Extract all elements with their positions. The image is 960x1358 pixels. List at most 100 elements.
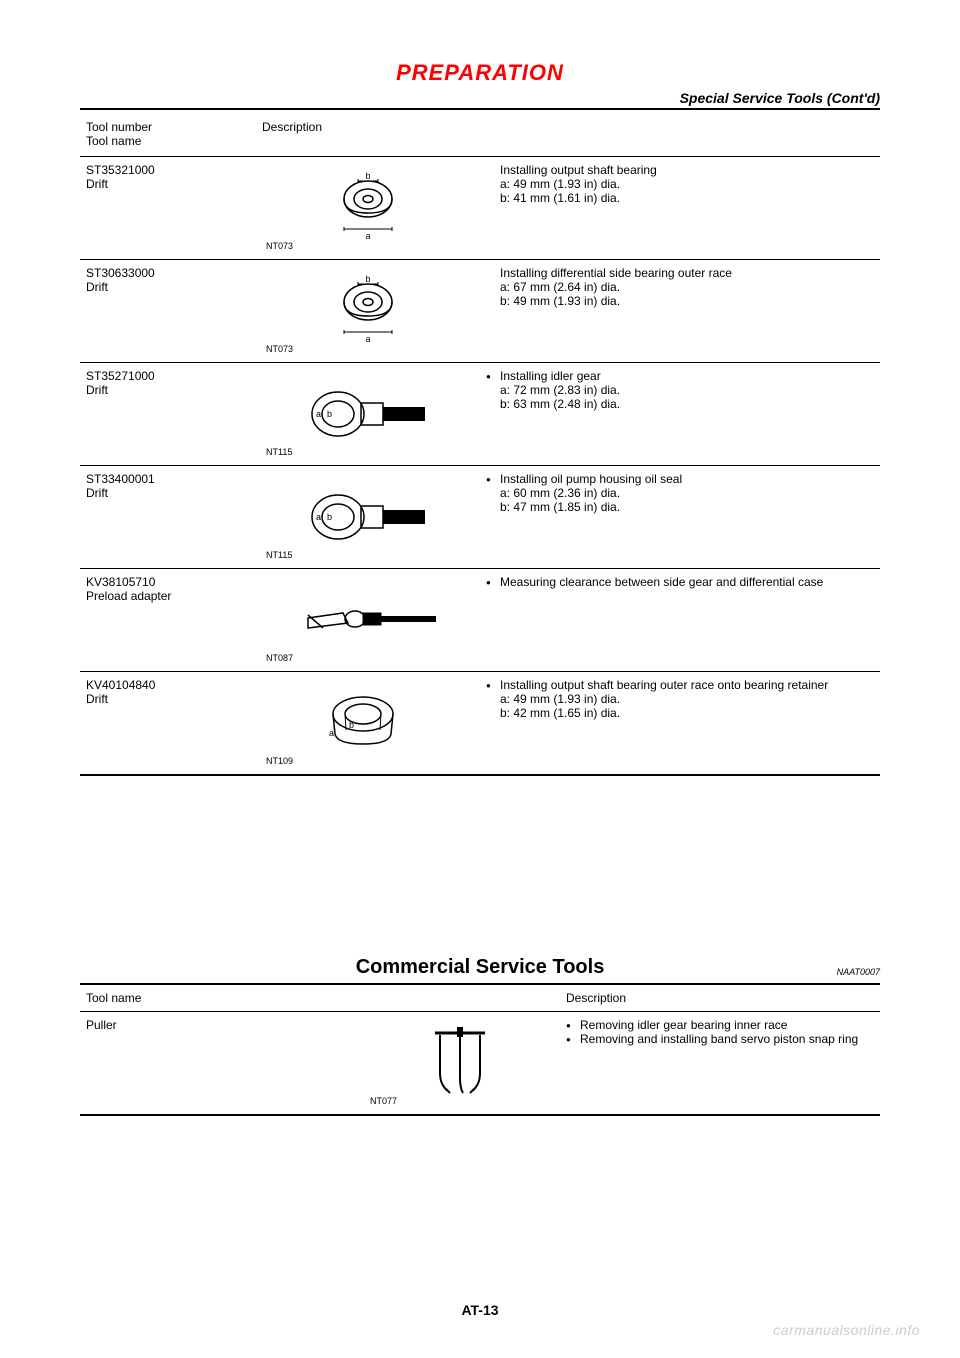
desc-line: a: 60 mm (2.36 in) dia. xyxy=(486,486,874,500)
desc-list: Measuring clearance between side gear an… xyxy=(486,575,874,589)
watermark: carmanualsonline.info xyxy=(773,1322,920,1338)
tool-cell: KV40104840Drift xyxy=(80,672,256,776)
desc-line: b: 63 mm (2.48 in) dia. xyxy=(486,397,874,411)
desc-line: b: 47 mm (1.85 in) dia. xyxy=(486,500,874,514)
tool-desc-cell: Installing oil pump housing oil seala: 6… xyxy=(480,466,880,569)
tool-number: KV40104840 xyxy=(86,678,250,692)
tool-image-cell: b a NT073 xyxy=(256,157,480,260)
tool-cell: ST35321000Drift xyxy=(80,157,256,260)
desc-list: Installing output shaft bearing outer ra… xyxy=(486,678,874,720)
cst-heading: Commercial Service Tools NAAT0007 xyxy=(80,956,880,979)
tool-desc-cell: Installing idler geara: 72 mm (2.83 in) … xyxy=(480,363,880,466)
tool-desc-cell: Measuring clearance between side gear an… xyxy=(480,569,880,672)
tool-name: Drift xyxy=(86,486,250,500)
desc-line: Installing output shaft bearing xyxy=(486,163,874,177)
section-subtitle: Special Service Tools (Cont'd) xyxy=(80,90,880,106)
cst-col-desc: Description xyxy=(560,984,880,1012)
tool-cell: ST35271000Drift xyxy=(80,363,256,466)
image-code: NT073 xyxy=(266,241,293,251)
cst-code: NAAT0007 xyxy=(837,967,880,977)
subtitle-row: Special Service Tools (Cont'd) xyxy=(80,90,880,110)
col-header-tool-l2: Tool name xyxy=(86,134,141,148)
table-row: KV40104840Drift a b NT109 Installing outp… xyxy=(80,672,880,776)
page-number: AT-13 xyxy=(0,1302,960,1318)
desc-line: b: 42 mm (1.65 in) dia. xyxy=(486,706,874,720)
tool-name: Drift xyxy=(86,692,250,706)
svg-text:b: b xyxy=(365,274,370,284)
image-code: NT073 xyxy=(266,344,293,354)
col-header-tool-l1: Tool number xyxy=(86,120,152,134)
svg-text:a: a xyxy=(316,512,321,522)
desc-list: Installing oil pump housing oil seala: 6… xyxy=(486,472,874,514)
tool-name: Drift xyxy=(86,280,250,294)
cst-desc-line: Removing idler gear bearing inner race xyxy=(566,1018,874,1032)
svg-text:a: a xyxy=(365,231,370,241)
svg-text:a: a xyxy=(316,409,321,419)
table-row: ST35271000Drift a b NT115 Installing idle… xyxy=(80,363,880,466)
tool-number: ST35271000 xyxy=(86,369,250,383)
desc-line: a: 72 mm (2.83 in) dia. xyxy=(486,383,874,397)
image-code: NT115 xyxy=(266,550,292,560)
desc-line: Installing output shaft bearing outer ra… xyxy=(486,678,874,692)
cst-desc-list: Removing idler gear bearing inner raceRe… xyxy=(566,1018,874,1046)
desc-line: Installing differential side bearing out… xyxy=(486,266,874,280)
desc-line: Measuring clearance between side gear an… xyxy=(486,575,874,589)
desc-line: a: 49 mm (1.93 in) dia. xyxy=(486,692,874,706)
tool-number: ST30633000 xyxy=(86,266,250,280)
tool-name: Drift xyxy=(86,177,250,191)
tool-image: b a NT073 xyxy=(262,266,474,356)
tool-desc-cell: Installing output shaft bearinga: 49 mm … xyxy=(480,157,880,260)
tools-table: Tool number Tool name Description ST3532… xyxy=(80,112,880,776)
desc-line: b: 41 mm (1.61 in) dia. xyxy=(486,191,874,205)
tool-number: ST33400001 xyxy=(86,472,250,486)
cst-tool-name: Puller xyxy=(80,1012,360,1116)
cst-heading-text: Commercial Service Tools xyxy=(356,956,605,978)
svg-text:a: a xyxy=(329,728,334,738)
desc-list: Installing output shaft bearinga: 49 mm … xyxy=(486,163,874,205)
desc-line: a: 67 mm (2.64 in) dia. xyxy=(486,280,874,294)
tool-name: Drift xyxy=(86,383,250,397)
table-row: ST30633000Drift b a NT073 Installing diff… xyxy=(80,260,880,363)
desc-line: Installing idler gear xyxy=(486,369,874,383)
tool-image-cell: a b NT115 xyxy=(256,363,480,466)
tool-image: a b NT115 xyxy=(262,472,474,562)
svg-text:b: b xyxy=(327,512,332,522)
tool-image-cell: a b NT115 xyxy=(256,466,480,569)
cst-table: Tool name Description Puller NT077 xyxy=(80,983,880,1116)
tool-image-cell: NT087 xyxy=(256,569,480,672)
col-header-desc: Description xyxy=(256,112,880,157)
tool-cell: ST33400001Drift xyxy=(80,466,256,569)
tool-image: NT087 xyxy=(262,575,474,665)
tool-desc-cell: Installing differential side bearing out… xyxy=(480,260,880,363)
tool-number: KV38105710 xyxy=(86,575,250,589)
tool-image-cell: b a NT073 xyxy=(256,260,480,363)
page-title: PREPARATION xyxy=(80,60,880,86)
col-header-tool: Tool number Tool name xyxy=(80,112,256,157)
image-code: NT087 xyxy=(266,653,293,663)
puller-img-code: NT077 xyxy=(370,1096,397,1106)
svg-text:a: a xyxy=(365,334,370,344)
tool-name: Preload adapter xyxy=(86,589,250,603)
puller-image: NT077 xyxy=(366,1018,554,1108)
tool-cell: ST30633000Drift xyxy=(80,260,256,363)
svg-text:b: b xyxy=(365,171,370,181)
tool-image: a b NT115 xyxy=(262,369,474,459)
desc-line: b: 49 mm (1.93 in) dia. xyxy=(486,294,874,308)
svg-text:b: b xyxy=(327,409,332,419)
tool-cell: KV38105710Preload adapter xyxy=(80,569,256,672)
table-row: KV38105710Preload adapter NT087 Measuring… xyxy=(80,569,880,672)
tool-desc-cell: Installing output shaft bearing outer ra… xyxy=(480,672,880,776)
image-code: NT109 xyxy=(266,756,293,766)
svg-text:b: b xyxy=(349,720,354,730)
table-row: ST35321000Drift b a NT073 Installing outp… xyxy=(80,157,880,260)
desc-list: Installing differential side bearing out… xyxy=(486,266,874,308)
tool-image: b a NT073 xyxy=(262,163,474,253)
tool-number: ST35321000 xyxy=(86,163,250,177)
desc-line: Installing oil pump housing oil seal xyxy=(486,472,874,486)
desc-line: a: 49 mm (1.93 in) dia. xyxy=(486,177,874,191)
cst-desc-line: Removing and installing band servo pisto… xyxy=(566,1032,874,1046)
cst-col-tool: Tool name xyxy=(80,984,360,1012)
desc-list: Installing idler geara: 72 mm (2.83 in) … xyxy=(486,369,874,411)
image-code: NT115 xyxy=(266,447,292,457)
tool-image-cell: a b NT109 xyxy=(256,672,480,776)
